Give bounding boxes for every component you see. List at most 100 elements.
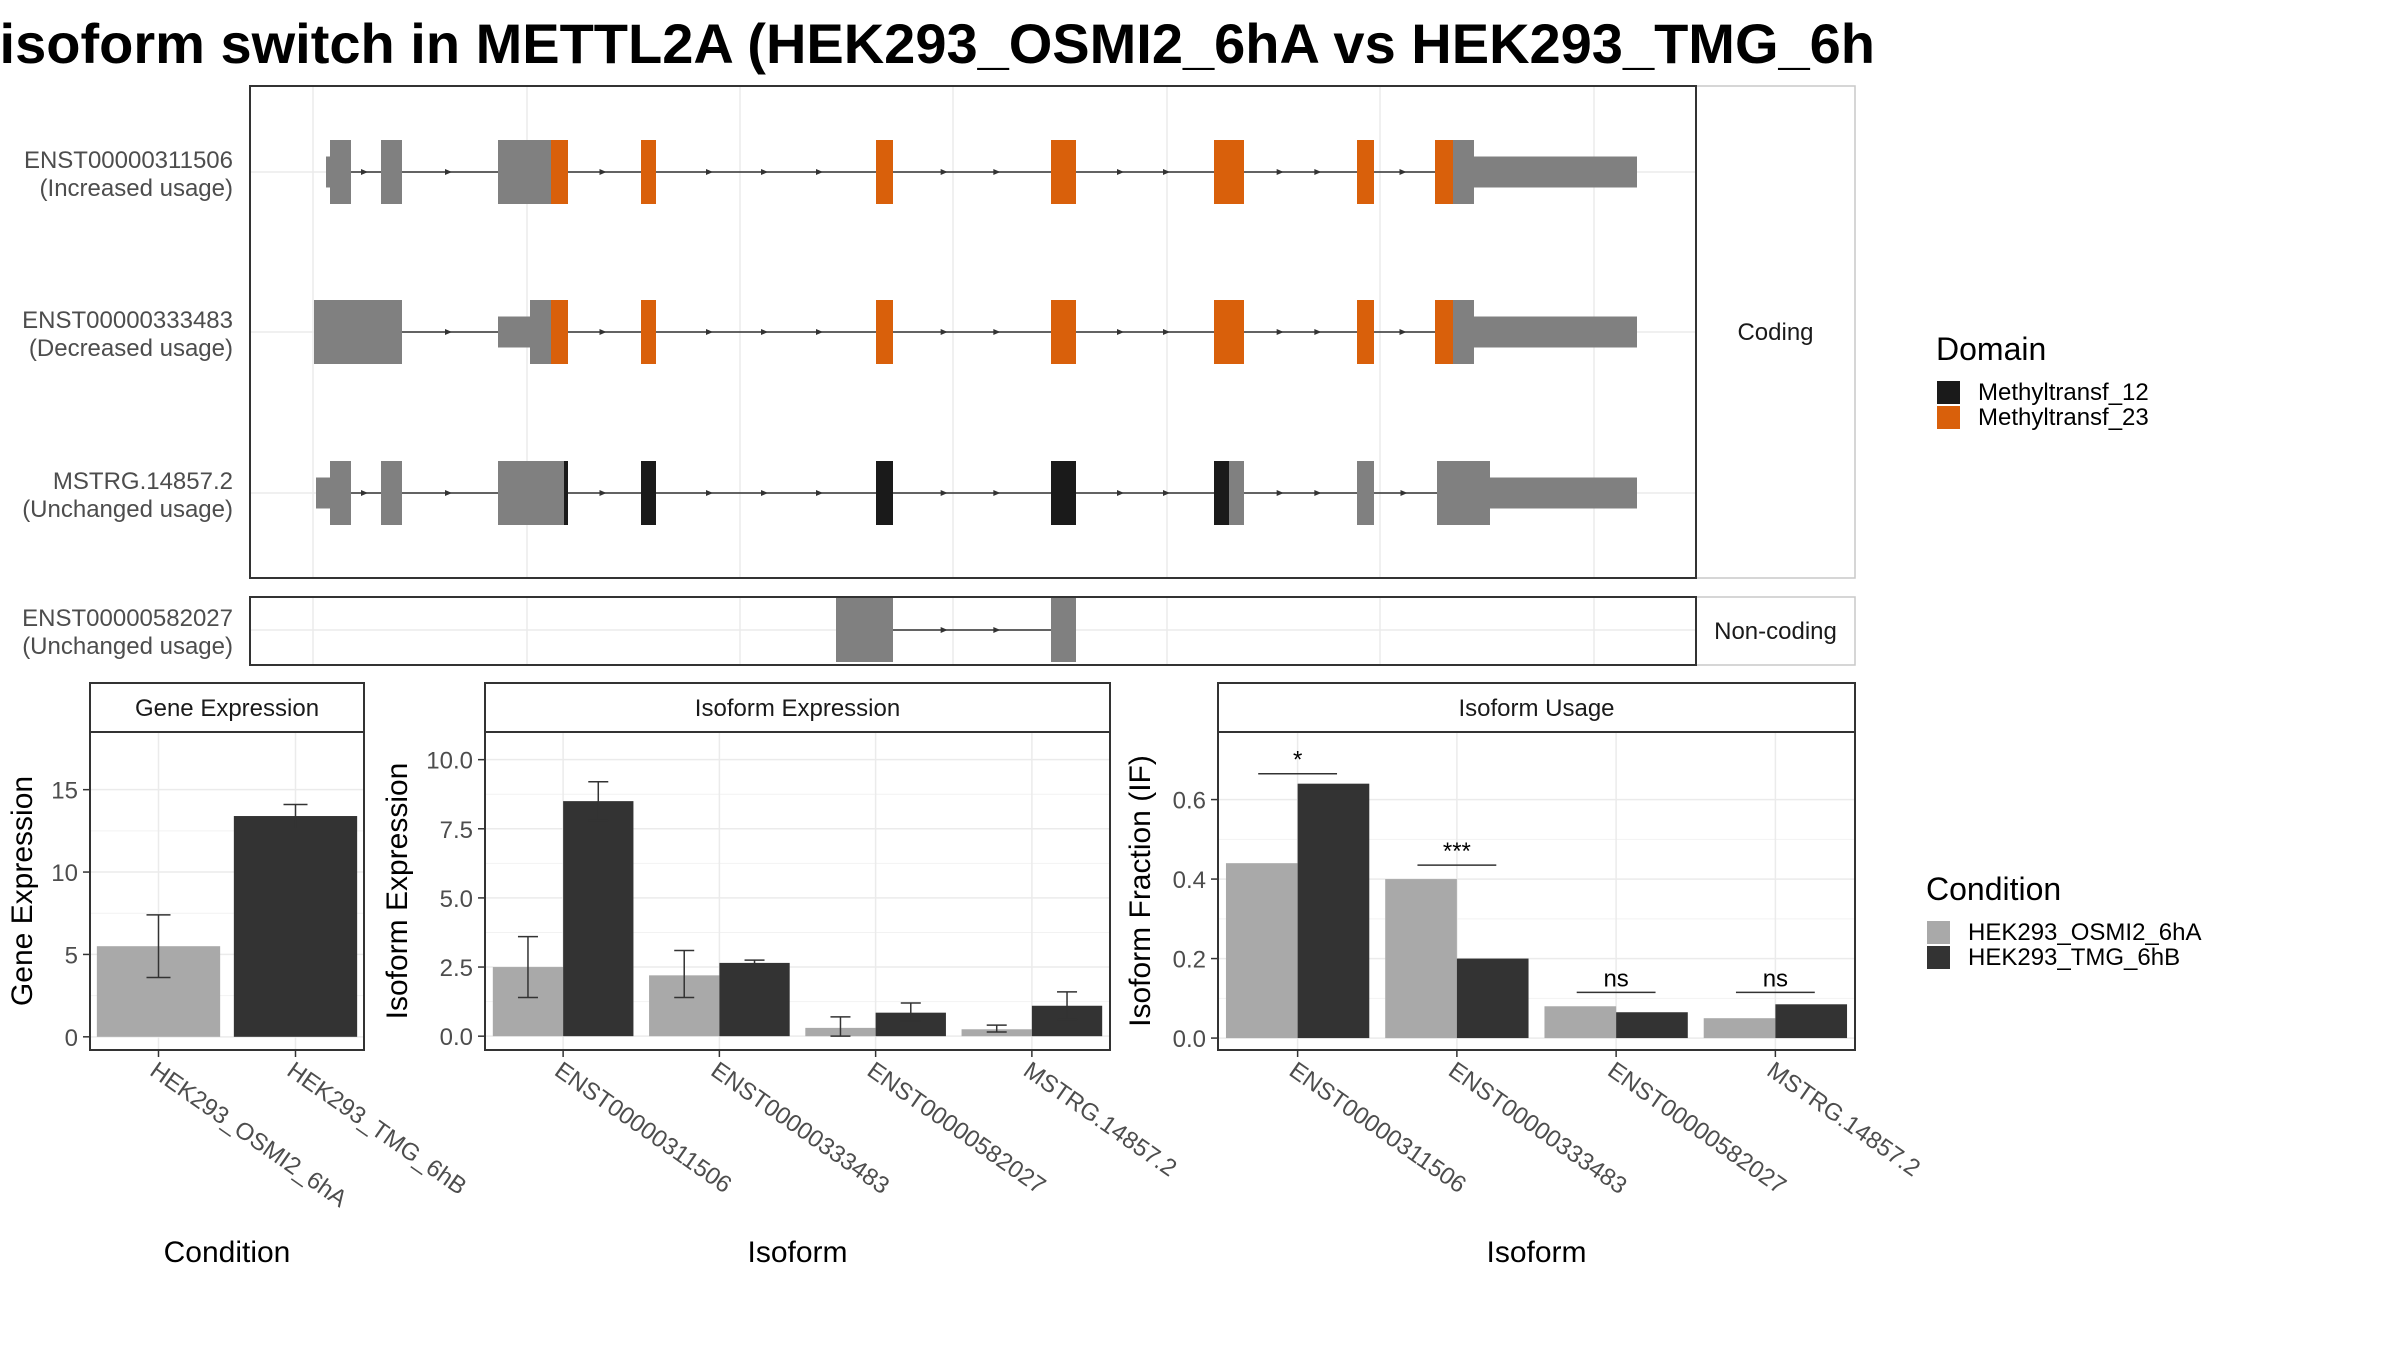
significance-label: ns	[1763, 965, 1788, 992]
exon-block	[498, 316, 530, 348]
bar	[233, 816, 358, 1037]
exon-block	[1051, 598, 1076, 662]
isoform-usage: (Unchanged usage)	[22, 496, 233, 523]
intron-arrow	[599, 490, 607, 496]
panel-title: Isoform Expression	[695, 695, 900, 722]
domain-legend-swatch	[1937, 381, 1960, 404]
intron-arrow	[993, 490, 1001, 496]
x-tick-label: MSTRG.14857.2	[1018, 1057, 1181, 1182]
intron-arrow	[761, 329, 768, 335]
intron-arrow	[1400, 490, 1408, 496]
exon-block	[876, 461, 893, 525]
y-tick-label: 7.5	[440, 817, 473, 844]
exon-block	[326, 156, 330, 188]
intron-arrow	[940, 490, 948, 496]
panel-title: Gene Expression	[135, 695, 319, 722]
exon-block	[641, 140, 656, 204]
exon-block	[1051, 140, 1076, 204]
exon-block	[314, 300, 402, 364]
plot-border	[484, 731, 1111, 1051]
intron-arrow	[706, 490, 713, 496]
intron-arrow	[361, 169, 368, 175]
intron-arrow	[1117, 490, 1124, 496]
intron-arrow	[445, 490, 452, 496]
intron-arrow	[940, 329, 948, 335]
x-tick-label: MSTRG.14857.2	[1762, 1057, 1925, 1182]
exon-block	[1435, 140, 1453, 204]
exon-block	[1435, 300, 1453, 364]
exon-block	[1474, 316, 1637, 348]
y-tick-label: 0.0	[1173, 1026, 1206, 1053]
significance-label: ***	[1443, 838, 1471, 865]
intron-arrow	[816, 169, 823, 175]
y-tick-label: 0.0	[440, 1024, 473, 1051]
intron-arrow	[1163, 329, 1170, 335]
panel-strip	[1217, 682, 1856, 733]
isoform-track-3	[316, 461, 1637, 525]
intron-arrow	[1117, 329, 1124, 335]
y-axis-title: Gene Expression	[6, 776, 39, 1006]
y-tick-label: 15	[51, 778, 78, 805]
intron-arrow	[1163, 169, 1170, 175]
condition-legend-title: Condition	[1926, 871, 2061, 907]
x-axis-title: Isoform	[1486, 1236, 1586, 1269]
intron-arrow	[940, 169, 948, 175]
exon-block	[1051, 461, 1076, 525]
intron-arrow	[816, 329, 823, 335]
y-tick-label: 10	[51, 860, 78, 887]
bar	[1544, 1006, 1617, 1039]
intron-arrow	[1117, 169, 1124, 175]
intron-arrow	[1314, 329, 1322, 335]
domain-legend-label-1: Methyltransf_12	[1978, 379, 2149, 406]
exon-block	[836, 598, 893, 662]
intron-arrow	[706, 169, 713, 175]
exon-block	[498, 461, 564, 525]
exon-block	[381, 461, 402, 525]
exon-block	[1437, 461, 1490, 525]
exon-block	[1357, 461, 1374, 525]
significance-label: ns	[1603, 965, 1628, 992]
bar	[1703, 1018, 1776, 1039]
intron-arrow	[940, 627, 948, 633]
bar	[719, 962, 790, 1037]
condition-legend-label-1: HEK293_OSMI2_6hA	[1968, 919, 2201, 946]
isoform-id: MSTRG.14857.2	[53, 468, 233, 495]
intron-arrow	[1276, 490, 1284, 496]
bar	[1456, 958, 1529, 1039]
y-axis-title: Isoform Fraction (IF)	[1124, 755, 1157, 1027]
exon-block	[1214, 461, 1229, 525]
bar	[563, 801, 634, 1037]
exon-block	[1474, 156, 1637, 188]
exon-block	[551, 140, 568, 204]
isoform-track-2	[314, 300, 1637, 364]
domain-legend-swatch	[1937, 406, 1960, 429]
isoform-structure-panel: Coding Non-coding ENST00000311506 (Increase…	[22, 85, 1856, 666]
exon-block	[1453, 300, 1474, 364]
bar	[1616, 1012, 1688, 1039]
structure-panel-bg	[250, 597, 1696, 665]
x-axis-title: Condition	[164, 1236, 291, 1269]
y-tick-label: 5	[65, 942, 78, 969]
intron-arrow	[816, 490, 823, 496]
exon-block	[1214, 300, 1244, 364]
intron-arrow	[993, 627, 1001, 633]
intron-arrow	[1276, 329, 1284, 335]
structure-panel-border	[249, 596, 1697, 666]
isoform-label-2: ENST00000333483 (Decreased usage)	[22, 307, 233, 362]
exon-block	[1357, 300, 1374, 364]
plot-border	[1217, 731, 1856, 1051]
isoform-label-1: ENST00000311506 (Increased usage)	[24, 147, 233, 202]
y-tick-label: 10.0	[426, 748, 473, 775]
y-tick-label: 5.0	[440, 886, 473, 913]
exon-block	[530, 300, 551, 364]
y-tick-label: 0.2	[1173, 947, 1206, 974]
intron-arrow	[599, 329, 607, 335]
exon-block	[381, 140, 402, 204]
bar	[1225, 863, 1298, 1039]
exon-block	[330, 140, 351, 204]
condition-legend-swatch	[1927, 946, 1950, 969]
intron-arrow	[1314, 490, 1322, 496]
panel-strip	[89, 682, 365, 733]
intron-arrow	[993, 169, 1001, 175]
domain-legend-label-2: Methyltransf_23	[1978, 404, 2149, 431]
